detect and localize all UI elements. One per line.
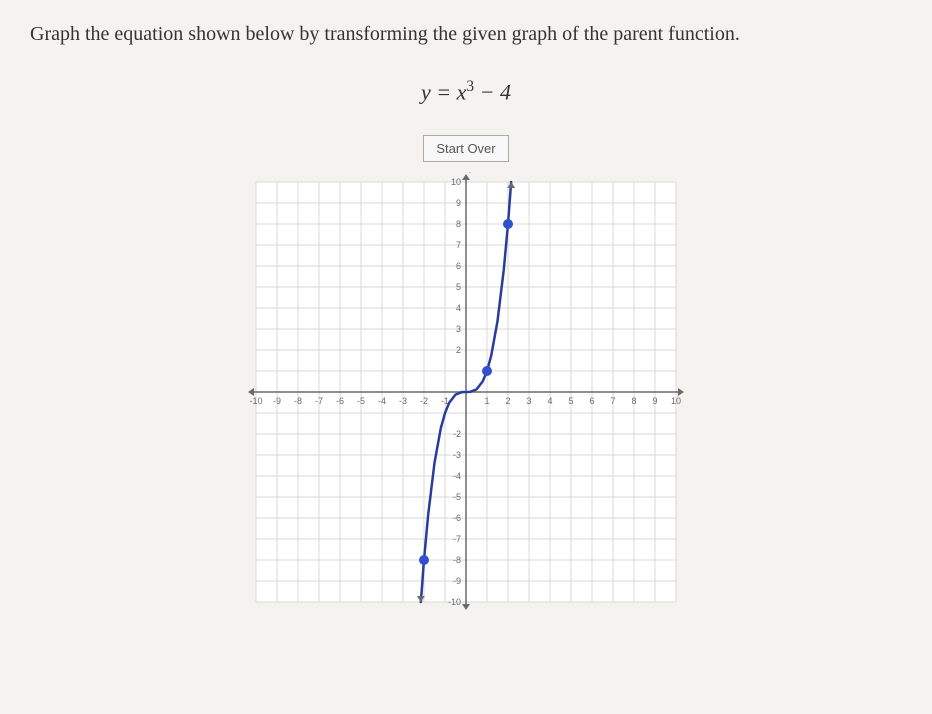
svg-text:-2: -2 [453,429,461,439]
svg-text:2: 2 [505,396,510,406]
svg-text:2: 2 [456,345,461,355]
svg-text:-3: -3 [453,450,461,460]
equation-exp: 3 [466,78,474,95]
svg-text:-3: -3 [399,396,407,406]
svg-text:10: 10 [671,396,681,406]
svg-text:6: 6 [456,261,461,271]
svg-text:7: 7 [456,240,461,250]
svg-text:-4: -4 [453,471,461,481]
svg-text:8: 8 [631,396,636,406]
chart-container: -10-9-8-7-6-5-4-3-2-112345678910-10-9-8-… [30,172,902,612]
svg-text:9: 9 [652,396,657,406]
svg-text:-10: -10 [448,597,461,607]
svg-text:y: y [469,172,476,173]
svg-text:3: 3 [526,396,531,406]
svg-text:-7: -7 [453,534,461,544]
svg-text:-8: -8 [294,396,302,406]
svg-text:-5: -5 [453,492,461,502]
svg-text:-10: -10 [249,396,262,406]
svg-text:10: 10 [451,177,461,187]
svg-text:9: 9 [456,198,461,208]
svg-text:6: 6 [589,396,594,406]
start-over-button[interactable]: Start Over [423,135,508,162]
svg-text:7: 7 [610,396,615,406]
svg-text:1: 1 [484,396,489,406]
svg-text:-2: -2 [420,396,428,406]
equation-lhs: y [421,79,431,104]
svg-text:-6: -6 [453,513,461,523]
svg-text:-9: -9 [453,576,461,586]
svg-text:-4: -4 [378,396,386,406]
svg-text:3: 3 [456,324,461,334]
svg-text:-9: -9 [273,396,281,406]
question-text: Graph the equation shown below by transf… [30,20,902,48]
svg-text:4: 4 [547,396,552,406]
svg-text:8: 8 [456,219,461,229]
equation-base: x [457,79,467,104]
svg-text:-5: -5 [357,396,365,406]
equation: y = x3 − 4 [30,78,902,105]
svg-text:5: 5 [456,282,461,292]
equals: = [436,79,456,104]
equation-const: − 4 [480,79,511,104]
coordinate-graph[interactable]: -10-9-8-7-6-5-4-3-2-112345678910-10-9-8-… [246,172,686,612]
svg-text:-8: -8 [453,555,461,565]
svg-text:-7: -7 [315,396,323,406]
controls: Start Over [30,135,902,162]
svg-text:-6: -6 [336,396,344,406]
svg-text:5: 5 [568,396,573,406]
svg-text:4: 4 [456,303,461,313]
